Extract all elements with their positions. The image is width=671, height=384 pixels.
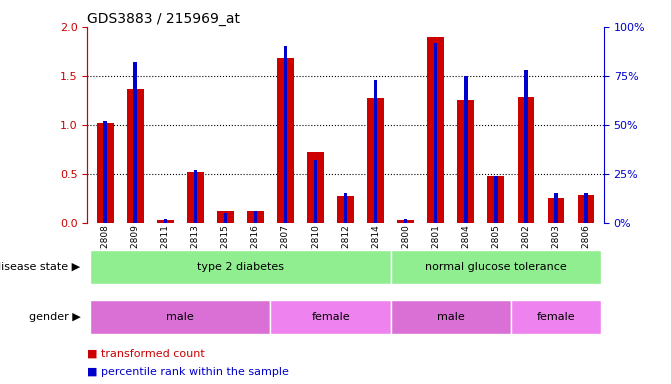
- Bar: [193, 170, 197, 223]
- Bar: [488, 176, 504, 223]
- Bar: [127, 89, 144, 223]
- Bar: [223, 213, 227, 223]
- Bar: [314, 160, 317, 223]
- Text: male: male: [437, 312, 464, 322]
- Bar: [464, 76, 468, 223]
- Bar: [524, 70, 527, 223]
- Bar: [374, 80, 377, 223]
- Bar: [404, 219, 407, 223]
- Text: female: female: [537, 312, 575, 322]
- Bar: [187, 172, 203, 223]
- Text: female: female: [311, 312, 350, 322]
- Bar: [458, 100, 474, 223]
- Text: type 2 diabetes: type 2 diabetes: [197, 262, 284, 272]
- Bar: [338, 196, 354, 223]
- Text: disease state ▶: disease state ▶: [0, 262, 81, 272]
- Bar: [427, 37, 444, 223]
- Bar: [284, 46, 287, 223]
- Bar: [157, 220, 174, 223]
- Bar: [103, 121, 107, 223]
- Bar: [134, 62, 137, 223]
- Bar: [97, 123, 113, 223]
- Text: normal glucose tolerance: normal glucose tolerance: [425, 262, 566, 272]
- Bar: [270, 300, 391, 334]
- Text: ■ percentile rank within the sample: ■ percentile rank within the sample: [87, 367, 289, 377]
- Text: gender ▶: gender ▶: [29, 312, 81, 322]
- Bar: [90, 300, 270, 334]
- Bar: [434, 43, 437, 223]
- Bar: [254, 211, 257, 223]
- Text: GDS3883 / 215969_at: GDS3883 / 215969_at: [87, 12, 240, 26]
- Bar: [584, 194, 588, 223]
- Bar: [344, 194, 348, 223]
- Bar: [90, 250, 391, 284]
- Bar: [548, 198, 564, 223]
- Bar: [391, 250, 601, 284]
- Bar: [391, 300, 511, 334]
- Bar: [494, 176, 498, 223]
- Bar: [367, 98, 384, 223]
- Bar: [247, 211, 264, 223]
- Bar: [517, 98, 534, 223]
- Bar: [307, 152, 324, 223]
- Bar: [397, 220, 414, 223]
- Bar: [554, 194, 558, 223]
- Bar: [217, 211, 234, 223]
- Bar: [277, 58, 294, 223]
- Text: male: male: [166, 312, 194, 322]
- Bar: [511, 300, 601, 334]
- Bar: [164, 219, 167, 223]
- Text: ■ transformed count: ■ transformed count: [87, 348, 205, 358]
- Bar: [578, 195, 594, 223]
